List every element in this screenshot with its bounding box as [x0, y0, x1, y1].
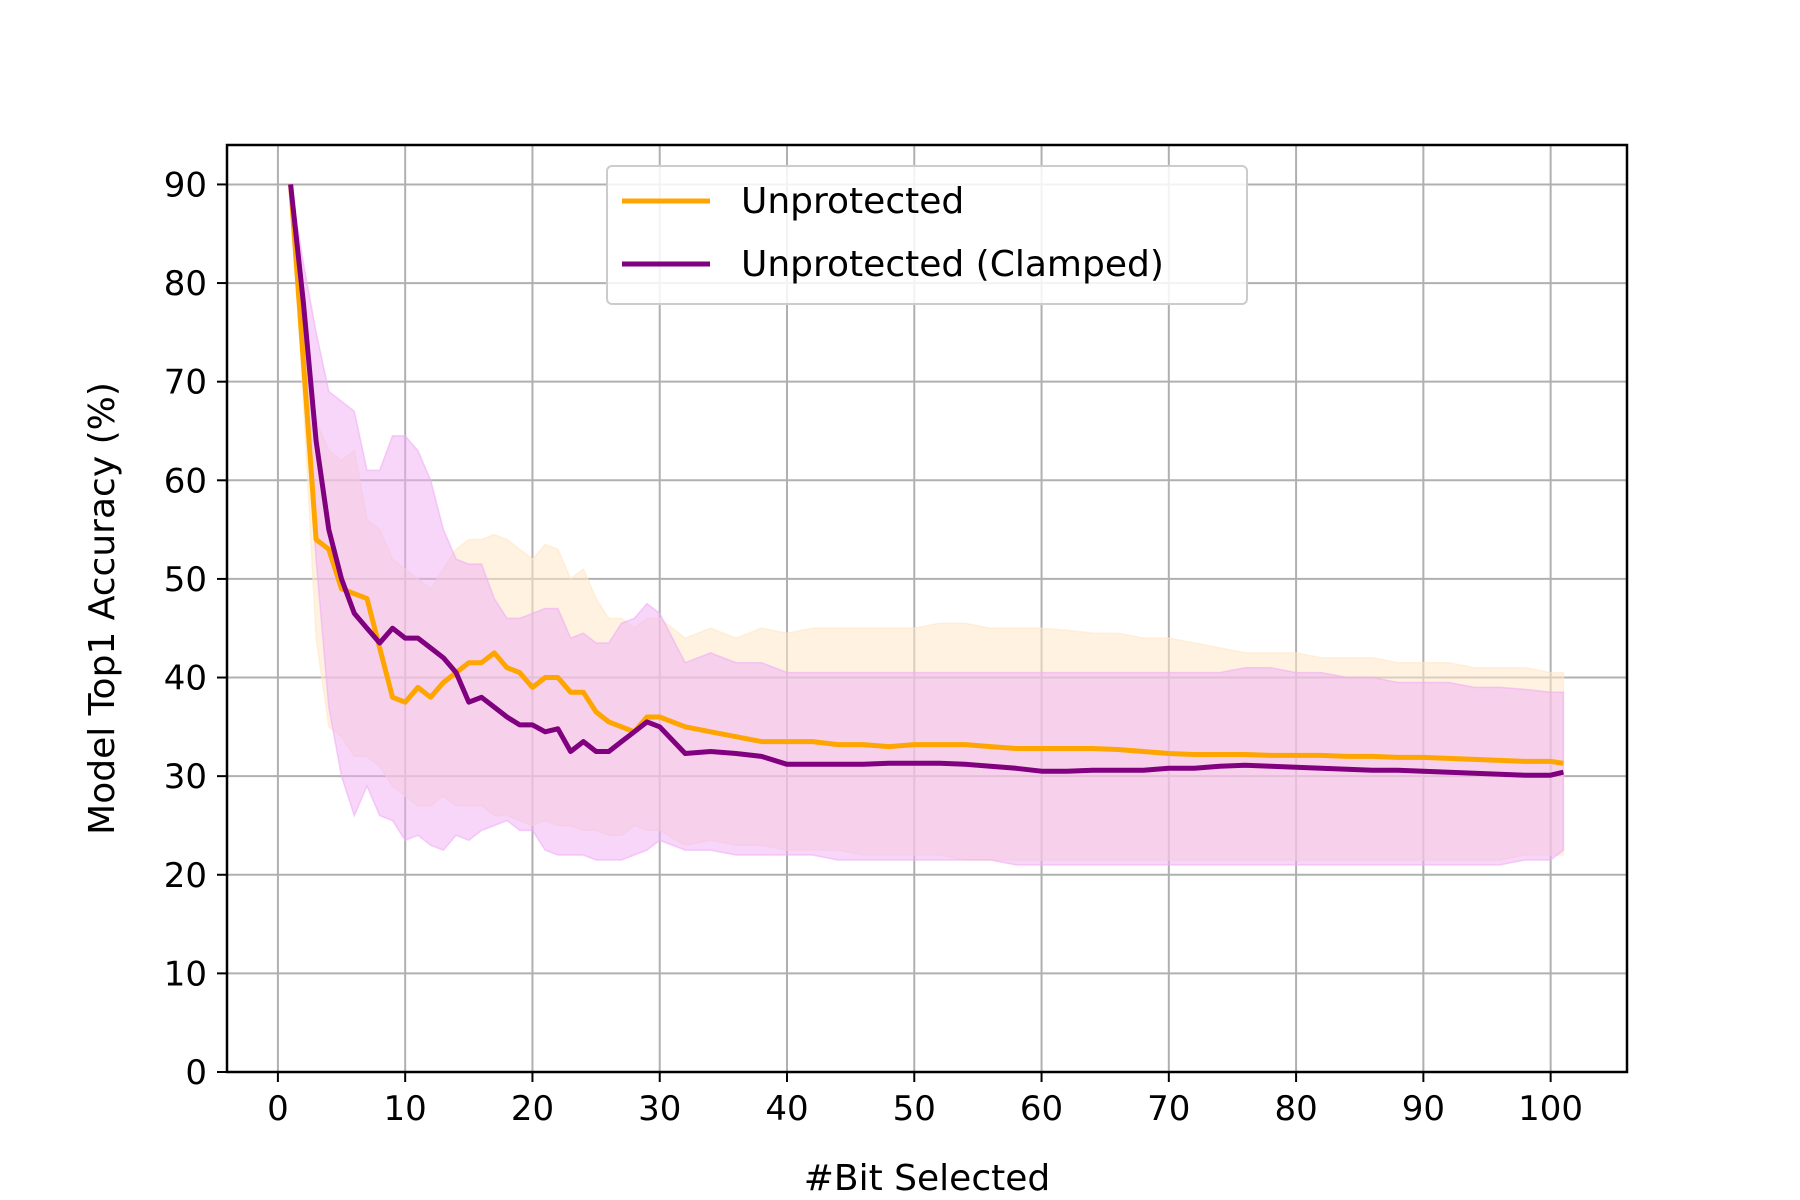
legend: Unprotected Unprotected (Clamped): [606, 165, 1248, 305]
y-tick-label-10: 10: [164, 954, 207, 994]
y-tick-label-90: 90: [164, 165, 207, 205]
y-tick-label-30: 30: [164, 757, 207, 797]
series-line-unprotected: [288, 184, 1564, 766]
x-tick-label-0: 0: [267, 1089, 289, 1129]
y-tick-label-80: 80: [164, 264, 207, 304]
y-tick-label-40: 40: [164, 659, 207, 699]
y-tick-label-0: 0: [185, 1053, 207, 1093]
y-tick-label-60: 60: [164, 461, 207, 501]
series-line-unprotected-clamped: [288, 184, 1564, 778]
y-tick-label-20: 20: [164, 856, 207, 896]
x-tick-label-90: 90: [1402, 1089, 1445, 1129]
x-tick-label-60: 60: [1020, 1089, 1063, 1129]
legend-label-unprotected: Unprotected: [741, 181, 964, 222]
confidence-bands: [289, 184, 1565, 866]
x-tick-label-80: 80: [1274, 1089, 1317, 1129]
x-axis-label: #Bit Selected: [804, 1158, 1050, 1199]
x-tick-label-40: 40: [765, 1089, 808, 1129]
axis-ticks: 0 10 20 30 40 50 60 70 80 90 100 0 10 20 30 40 50 60 70 80 9…: [164, 165, 1583, 1129]
band-unprotected-clamped: [289, 184, 1565, 866]
y-axis-label: Model Top1 Accuracy (%): [82, 382, 123, 835]
series-lines: [288, 184, 1564, 778]
x-tick-label-20: 20: [511, 1089, 554, 1129]
x-tick-label-100: 100: [1518, 1089, 1583, 1129]
x-tick-label-10: 10: [384, 1089, 427, 1129]
y-tick-label-70: 70: [164, 363, 207, 403]
plot-frame: [225, 143, 1629, 1074]
y-tick-label-50: 50: [164, 560, 207, 600]
legend-box: [606, 165, 1248, 305]
x-tick-label-30: 30: [638, 1089, 681, 1129]
legend-label-unprotected-clamped: Unprotected (Clamped): [741, 244, 1164, 285]
x-tick-label-50: 50: [893, 1089, 936, 1129]
x-tick-label-70: 70: [1147, 1089, 1190, 1129]
